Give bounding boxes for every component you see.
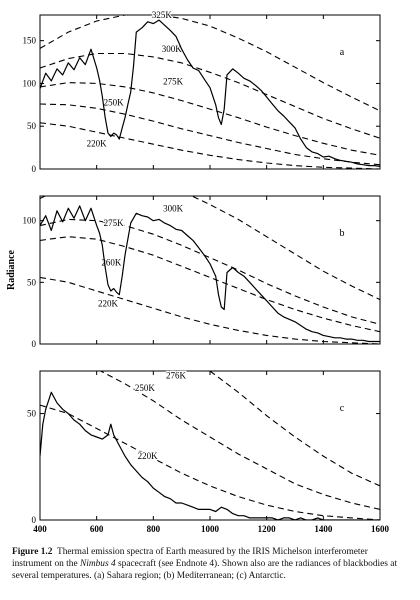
blackbody-label: 275K: [104, 218, 125, 228]
blackbody-curve-220K: [40, 276, 380, 344]
blackbody-label: 300K: [162, 44, 183, 54]
blackbody-curve-260K: [40, 236, 380, 333]
blackbody-label: 250K: [104, 97, 125, 107]
y-axis-label: Radiance: [6, 249, 17, 290]
x-tick-label: 400: [33, 524, 47, 534]
blackbody-label: 220K: [138, 451, 159, 461]
blackbody-curve-250K: [99, 371, 380, 510]
y-tick-label: 50: [27, 277, 37, 287]
panel-c: 0 50 400 600 800 1000 1200 1400 1600 276K 250K 220K…: [27, 369, 390, 534]
caption-spacecraft: Nimbus 4: [79, 559, 116, 569]
x-tick-label: 1400: [314, 524, 333, 534]
figure-number: Figure 1.2: [12, 547, 53, 557]
x-tick-label: 600: [90, 524, 104, 534]
spectra-figure: 0 50 100 150 325K 300K 275K 250K 220K a 0 50 100 300K…: [6, 9, 390, 534]
spectrum-line-c: [40, 391, 380, 520]
y-tick-label: 150: [23, 36, 37, 46]
blackbody-label: 276K: [166, 370, 187, 380]
panel-label: c: [340, 403, 345, 414]
blackbody-curve-250K: [40, 103, 380, 166]
blackbody-curve-276K: [209, 371, 380, 487]
y-tick-label: 0: [32, 339, 37, 349]
caption-text-1: Thermal emission spectra of Earth measur…: [12, 547, 368, 569]
blackbody-curve-275K: [40, 82, 380, 156]
blackbody-curve-275K: [40, 218, 380, 325]
blackbody-label: 250K: [135, 383, 156, 393]
figure-caption: Figure 1.2 Thermal emission spectra of E…: [12, 546, 410, 582]
y-tick-label: 100: [23, 216, 37, 226]
blackbody-label: 260K: [101, 258, 122, 268]
panel-label: b: [340, 228, 345, 239]
blackbody-curve-220K: [40, 404, 380, 520]
blackbody-curve-300K: [40, 52, 380, 139]
blackbody-label: 325K: [152, 10, 173, 20]
x-tick-label: 1200: [258, 524, 277, 534]
blackbody-curve-220K: [40, 122, 380, 169]
x-tick-label: 1000: [201, 524, 220, 534]
panel-a: 0 50 100 150 325K 300K 275K 250K 220K a: [23, 9, 381, 174]
y-tick-label: 0: [32, 164, 37, 174]
x-tick-label: 800: [147, 524, 161, 534]
blackbody-curve-300K: [40, 196, 380, 301]
blackbody-label: 220K: [98, 298, 119, 308]
panel-label: a: [340, 47, 345, 58]
x-tick-label: 1600: [371, 524, 390, 534]
plot-frame-c: [39, 370, 381, 521]
blackbody-curve-325K: [40, 15, 380, 112]
y-tick-label: 50: [27, 121, 37, 131]
spectrum-line-b: [40, 205, 380, 343]
blackbody-label: 275K: [163, 77, 184, 87]
caption-text-2: spacecraft (see Endnote 4). Shown also a…: [12, 559, 398, 581]
blackbody-label: 300K: [163, 203, 184, 213]
y-tick-label: 50: [27, 409, 37, 419]
spectrum-line-a: [40, 19, 380, 167]
y-tick-label: 0: [32, 515, 37, 525]
blackbody-label: 220K: [87, 138, 108, 148]
y-tick-label: 100: [23, 78, 37, 88]
plot-frame-b: [39, 195, 381, 345]
panel-b: 0 50 100 300K 275K 260K 220K b: [23, 195, 381, 349]
